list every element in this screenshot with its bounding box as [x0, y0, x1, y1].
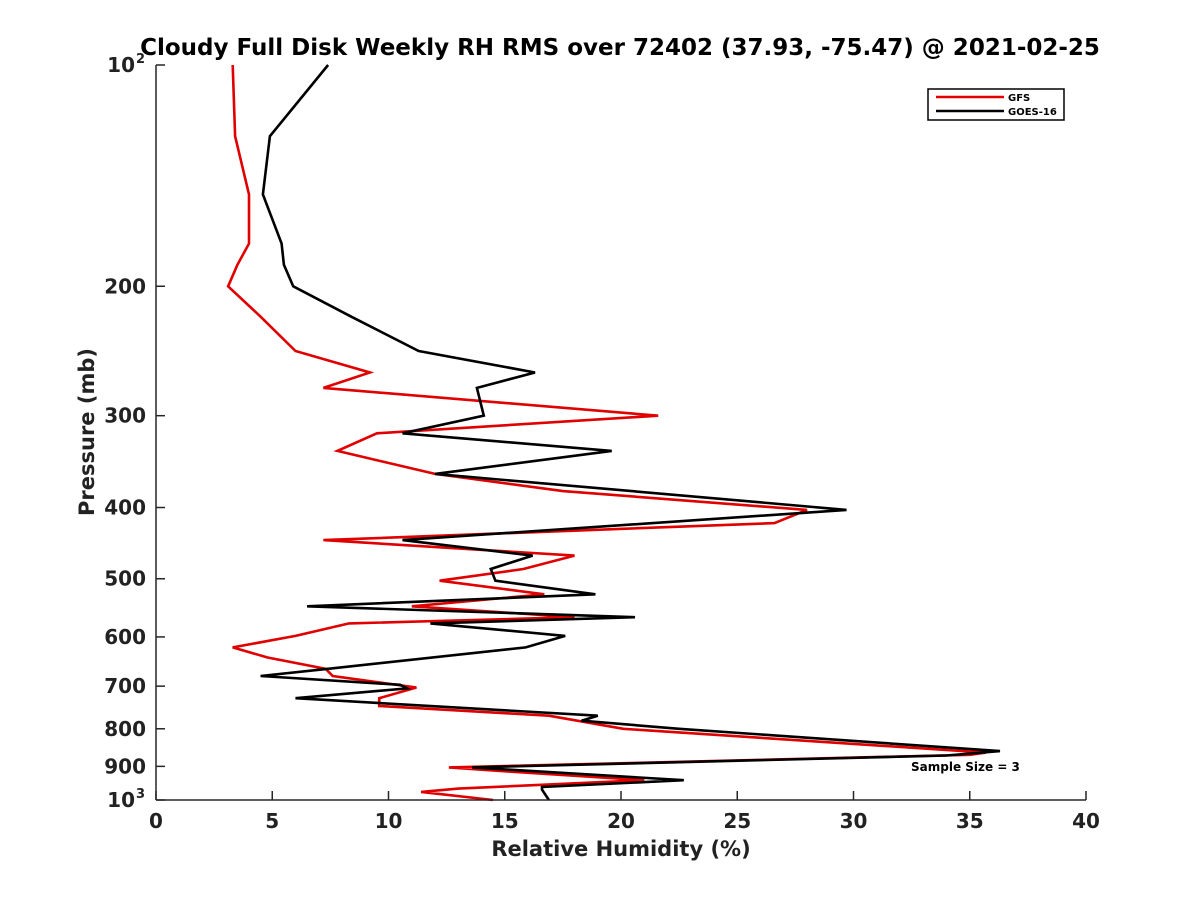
y-tick-exponent: 3: [136, 787, 145, 802]
y-tick-label: 200: [104, 274, 146, 298]
x-axis-ticks: 0 5 10 15 20 25 30 35 40: [149, 791, 1100, 833]
y-tick-exponent: 2: [136, 52, 145, 67]
y-tick-label: 900: [104, 754, 146, 778]
legend-label-gfs: GFS: [1008, 93, 1030, 104]
y-tick-label: 600: [104, 625, 146, 649]
x-tick-label: 25: [723, 809, 751, 833]
y-tick-label: 800: [104, 717, 146, 741]
y-tick-label: 500: [104, 567, 146, 591]
legend: GFS GOES-16: [927, 88, 1065, 121]
sample-size-annotation: Sample Size = 3: [911, 760, 1020, 774]
y-tick-label: 10: [107, 788, 135, 812]
y-tick-label: 300: [104, 404, 146, 428]
chart-title: Cloudy Full Disk Weekly RH RMS over 7240…: [140, 35, 1100, 61]
x-tick-label: 40: [1072, 809, 1100, 833]
y-tick-label: 400: [104, 496, 146, 520]
x-tick-label: 15: [491, 809, 519, 833]
x-tick-label: 5: [265, 809, 279, 833]
y-tick-label: 700: [104, 674, 146, 698]
y-tick-label: 10: [107, 53, 135, 77]
x-tick-label: 20: [607, 809, 635, 833]
x-tick-label: 0: [149, 809, 163, 833]
x-tick-label: 30: [840, 809, 868, 833]
legend-box: [927, 88, 1065, 121]
x-tick-label: 10: [375, 809, 403, 833]
legend-label-goes16: GOES-16: [1008, 107, 1057, 118]
series-line-goes16: [260, 64, 1001, 801]
plot-lines: [226, 64, 1001, 802]
x-tick-label: 35: [956, 809, 984, 833]
x-axis-label: Relative Humidity (%): [491, 837, 750, 861]
y-axis-label: Pressure (mb): [75, 348, 99, 516]
